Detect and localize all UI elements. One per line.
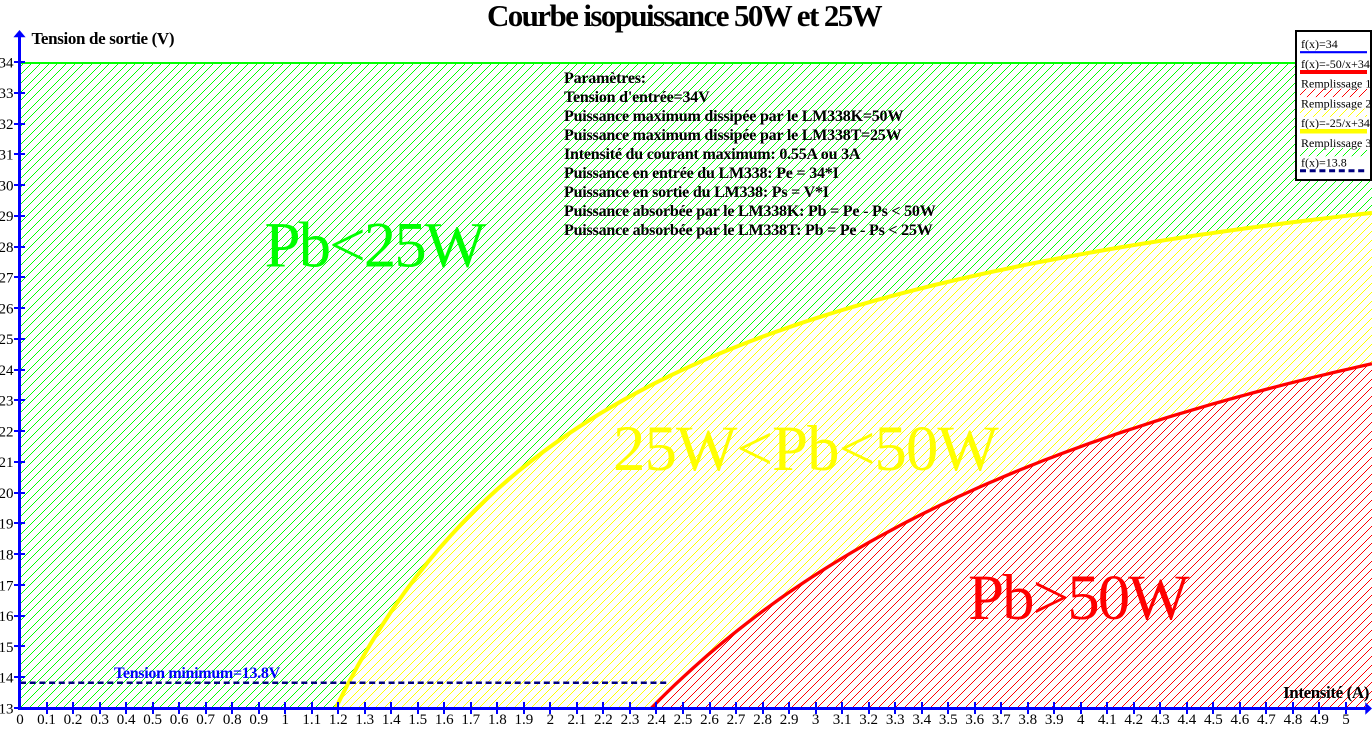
svg-text:Tension minimum=13.8V: Tension minimum=13.8V: [114, 665, 281, 682]
svg-text:1.4: 1.4: [382, 712, 401, 727]
svg-text:21: 21: [0, 455, 14, 471]
svg-text:4.8: 4.8: [1284, 712, 1303, 727]
svg-text:f(x)=34: f(x)=34: [1301, 37, 1338, 51]
svg-text:13: 13: [0, 701, 14, 717]
svg-text:19: 19: [0, 517, 14, 533]
svg-text:2.5: 2.5: [674, 712, 693, 727]
svg-text:0.9: 0.9: [249, 712, 268, 727]
svg-text:0.2: 0.2: [64, 712, 83, 727]
svg-text:29: 29: [0, 209, 14, 225]
svg-text:3.6: 3.6: [965, 712, 984, 727]
svg-text:3.3: 3.3: [886, 712, 905, 727]
svg-text:1.8: 1.8: [488, 712, 507, 727]
svg-text:32: 32: [0, 117, 14, 133]
svg-text:20: 20: [0, 486, 14, 502]
svg-text:2.2: 2.2: [594, 712, 613, 727]
svg-text:3.2: 3.2: [859, 712, 878, 727]
svg-text:Puissance en sortie du LM338:: Puissance en sortie du LM338: Ps = V*I: [564, 184, 829, 201]
svg-text:34: 34: [0, 55, 14, 71]
svg-text:3.9: 3.9: [1045, 712, 1064, 727]
svg-text:18: 18: [0, 548, 14, 564]
svg-text:22: 22: [0, 424, 14, 440]
svg-text:5: 5: [1342, 712, 1350, 727]
svg-text:2.4: 2.4: [647, 712, 666, 727]
svg-text:Puissance absorbée par le LM33: Puissance absorbée par le LM338T: Pb = P…: [564, 222, 933, 239]
svg-text:1.9: 1.9: [515, 712, 534, 727]
svg-text:1.7: 1.7: [461, 712, 480, 727]
svg-text:2.3: 2.3: [621, 712, 640, 727]
svg-text:3.1: 3.1: [833, 712, 852, 727]
svg-text:Intensité (A): Intensité (A): [1283, 683, 1369, 702]
svg-text:4.1: 4.1: [1098, 712, 1117, 727]
svg-text:Pb>50W: Pb>50W: [968, 562, 1190, 634]
svg-text:3.8: 3.8: [1018, 712, 1037, 727]
svg-text:26: 26: [0, 301, 14, 317]
svg-text:Remplissage 2: Remplissage 2: [1301, 97, 1371, 111]
svg-text:Pb<25W: Pb<25W: [265, 209, 487, 281]
svg-text:0.4: 0.4: [117, 712, 136, 727]
svg-text:Puissance maximum dissipée par: Puissance maximum dissipée par le LM338K…: [564, 108, 903, 125]
svg-text:28: 28: [0, 240, 14, 256]
svg-text:17: 17: [0, 578, 14, 594]
svg-text:Tension de sortie (V): Tension de sortie (V): [32, 29, 175, 48]
svg-text:0.3: 0.3: [90, 712, 109, 727]
svg-text:0.6: 0.6: [170, 712, 189, 727]
svg-text:0.7: 0.7: [196, 712, 215, 727]
svg-text:3.7: 3.7: [992, 712, 1011, 727]
svg-text:31: 31: [0, 148, 14, 164]
svg-text:2.8: 2.8: [753, 712, 772, 727]
svg-text:0.5: 0.5: [143, 712, 162, 727]
svg-text:15: 15: [0, 640, 14, 656]
svg-text:Puissance maximum dissipée par: Puissance maximum dissipée par le LM338T…: [564, 127, 902, 144]
svg-text:1.1: 1.1: [302, 712, 321, 727]
svg-text:4.7: 4.7: [1257, 712, 1276, 727]
svg-text:f(x)=-50/x+34: f(x)=-50/x+34: [1301, 57, 1370, 71]
svg-text:4.9: 4.9: [1310, 712, 1329, 727]
svg-text:4.4: 4.4: [1178, 712, 1197, 727]
svg-text:4.2: 4.2: [1124, 712, 1143, 727]
svg-text:16: 16: [0, 609, 14, 625]
svg-text:33: 33: [0, 86, 14, 102]
svg-text:14: 14: [0, 671, 14, 687]
svg-text:3.4: 3.4: [912, 712, 931, 727]
svg-text:23: 23: [0, 394, 14, 410]
svg-text:f(x)=13.8: f(x)=13.8: [1301, 156, 1347, 170]
svg-text:3.5: 3.5: [939, 712, 958, 727]
svg-text:2.6: 2.6: [700, 712, 719, 727]
svg-text:Paramètres:: Paramètres:: [564, 70, 646, 87]
svg-text:1.5: 1.5: [408, 712, 427, 727]
svg-text:24: 24: [0, 363, 14, 379]
svg-text:25W<Pb<50W: 25W<Pb<50W: [613, 413, 999, 485]
svg-text:2.1: 2.1: [568, 712, 587, 727]
svg-text:25: 25: [0, 332, 14, 348]
svg-text:0: 0: [16, 712, 24, 727]
svg-text:Remplissage 3: Remplissage 3: [1301, 136, 1371, 150]
svg-text:1: 1: [281, 712, 289, 727]
svg-text:4.3: 4.3: [1151, 712, 1170, 727]
svg-text:30: 30: [0, 178, 14, 194]
svg-text:Puissance en entrée du LM338:: Puissance en entrée du LM338: Pe = 34*I: [564, 165, 839, 182]
svg-text:Remplissage 1: Remplissage 1: [1301, 77, 1371, 91]
svg-text:4.6: 4.6: [1231, 712, 1250, 727]
svg-text:1.6: 1.6: [435, 712, 454, 727]
svg-text:2: 2: [547, 712, 555, 727]
svg-text:Courbe isopuissance 50W et 25W: Courbe isopuissance 50W et 25W: [487, 0, 883, 33]
svg-text:0.8: 0.8: [223, 712, 242, 727]
svg-text:0.1: 0.1: [37, 712, 56, 727]
svg-text:3: 3: [812, 712, 820, 727]
svg-text:4.5: 4.5: [1204, 712, 1223, 727]
svg-text:4: 4: [1077, 712, 1085, 727]
svg-text:Tension d'entrée=34V: Tension d'entrée=34V: [564, 89, 710, 106]
svg-text:Puissance absorbée par le LM33: Puissance absorbée par le LM338K: Pb = P…: [564, 203, 936, 220]
svg-text:2.9: 2.9: [780, 712, 799, 727]
svg-text:f(x)=-25/x+34: f(x)=-25/x+34: [1301, 116, 1370, 130]
svg-text:1.2: 1.2: [329, 712, 348, 727]
svg-text:2.7: 2.7: [727, 712, 746, 727]
svg-text:27: 27: [0, 271, 14, 287]
svg-text:Intensité du courant maximum:: Intensité du courant maximum: 0.55A ou 3…: [564, 146, 861, 163]
svg-text:1.3: 1.3: [355, 712, 374, 727]
